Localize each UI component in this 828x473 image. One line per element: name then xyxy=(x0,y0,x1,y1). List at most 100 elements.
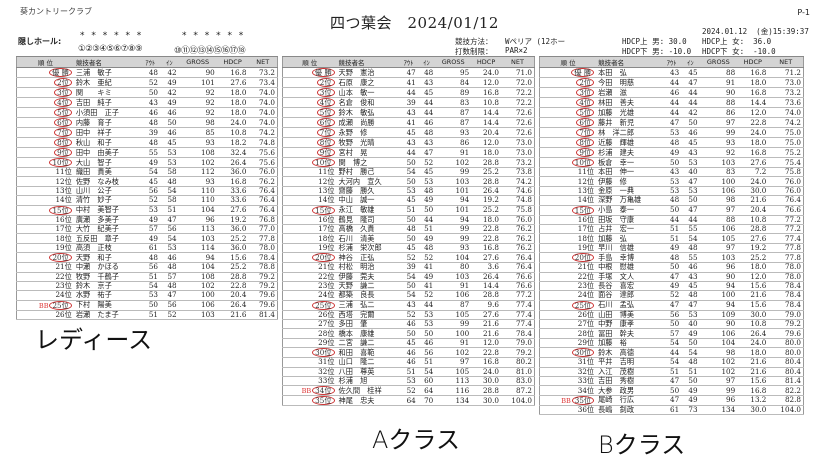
rank-label: 10位 xyxy=(312,158,335,167)
rank-label: 8位 xyxy=(576,138,595,147)
gross: 93 xyxy=(178,137,217,148)
net: 75.8 xyxy=(768,167,804,178)
in-score: 47 xyxy=(681,77,700,88)
player-name: 都築 良長 xyxy=(336,290,400,301)
in-score: 45 xyxy=(681,281,700,292)
out-score: 57 xyxy=(140,224,161,235)
rank-label: 10位 xyxy=(571,158,595,167)
rank: 14位 xyxy=(539,195,597,206)
in-score: 50 xyxy=(417,328,436,339)
out-score: 45 xyxy=(399,243,418,254)
rank: 26位 xyxy=(16,310,74,321)
table-row: 23位 天野 謙二 50 41 91 14.4 76.6 xyxy=(282,281,535,292)
hdcp: 27.6 xyxy=(737,157,769,168)
rank: BB 34位 xyxy=(282,385,337,397)
rank-label: 16位 xyxy=(318,214,335,224)
in-score: 54 xyxy=(160,233,179,244)
in-score: 53 xyxy=(160,243,179,254)
table-row: 5位 小須田 正子 46 46 92 18.0 74.0 xyxy=(16,107,278,118)
player-name: 三浦 敏子 xyxy=(73,67,141,78)
player-name: 大河内 宣久 xyxy=(336,176,400,187)
gross: 97 xyxy=(699,117,738,128)
player-name: 八田 尊英 xyxy=(336,367,400,378)
out-score: 52 xyxy=(399,310,418,321)
table-row: 36位 長嶋 釗政 61 73 134 30.0 104.0 xyxy=(539,405,804,416)
rank: 22位 xyxy=(539,271,597,282)
rank: 25位 xyxy=(539,300,597,311)
hdcp: 24.0 xyxy=(216,117,249,128)
hdcp: 18.0 xyxy=(471,147,501,158)
rank-label: 21位 xyxy=(318,262,335,272)
net: 71.2 xyxy=(768,67,804,78)
hdcp: 3.6 xyxy=(471,262,501,273)
rank: 26位 xyxy=(539,310,597,321)
gross: 103 xyxy=(435,176,472,187)
net: 74.0 xyxy=(768,107,804,118)
player-name: 岩瀬 たま子 xyxy=(73,310,141,321)
rank: 21位 xyxy=(539,262,597,273)
net: 73.0 xyxy=(500,147,535,158)
gross: 87 xyxy=(435,107,472,118)
gross: 94 xyxy=(699,281,738,292)
rank: 31位 xyxy=(539,357,597,368)
player-name: 牧野 光晴 xyxy=(336,137,400,148)
in-score: 48 xyxy=(417,186,436,197)
rank: 17位 xyxy=(282,224,337,235)
in-score: 48 xyxy=(417,67,436,78)
out-score: 47 xyxy=(661,117,682,128)
table-row: 18位 加藤 弘 51 54 105 27.6 77.4 xyxy=(539,233,804,244)
hdcp: 24.0 xyxy=(471,367,501,378)
rank-label: 28位 xyxy=(577,328,595,338)
results-table-ladies: 順 位競技者名 ｱｳﾄ ｲﾝ GROSS HDCP NET 優 勝三浦 敏子 48 42 90 16… xyxy=(16,56,278,321)
rank: 31位 xyxy=(282,357,337,368)
hdcp: 27.6 xyxy=(216,77,249,88)
player-name: 手塚 文人 xyxy=(596,272,662,282)
table-row: 19位 早川 信雄 49 48 97 19.2 77.8 xyxy=(539,243,804,254)
hdcp: 12.0 xyxy=(471,338,501,349)
rank-label: 34位 xyxy=(577,385,595,395)
gross: 98 xyxy=(178,117,217,128)
player-name: 天野 和子 xyxy=(73,252,141,264)
out-score: 51 xyxy=(399,367,418,378)
gross: 87 xyxy=(435,300,472,311)
hdcp: 20.4 xyxy=(216,290,249,301)
rank: 10位 xyxy=(16,157,74,168)
rank-label: 14位 xyxy=(577,195,595,205)
rank: 26位 xyxy=(282,310,337,321)
hdcp: 26.4 xyxy=(216,300,249,311)
hdcp: 15.6 xyxy=(737,300,769,311)
in-score: 54 xyxy=(681,233,700,244)
net: 75.6 xyxy=(248,147,278,158)
rank-label: 24位 xyxy=(577,290,595,300)
gross: 105 xyxy=(435,367,472,378)
rank: 優 勝 xyxy=(16,67,74,78)
player-name: 天野 謙二 xyxy=(336,281,400,292)
net: 76.6 xyxy=(500,281,535,292)
table-row: 17位 高橋 久貴 48 51 99 22.8 76.2 xyxy=(282,224,535,235)
table-row: 8位 秋山 和子 48 45 93 18.2 74.8 xyxy=(16,137,278,148)
rank: 12位 xyxy=(16,176,74,187)
rank-label: 22位 xyxy=(577,271,595,281)
player-name: 織田 貴美 xyxy=(73,167,141,178)
rank: 21位 xyxy=(282,262,337,273)
rank: 32位 xyxy=(282,367,337,378)
rank-label: 18位 xyxy=(55,233,72,243)
rank: 33位 xyxy=(282,376,337,387)
net: 76.2 xyxy=(500,224,535,235)
hdcp: 22.8 xyxy=(471,233,501,244)
gross: 91 xyxy=(435,147,472,158)
player-name: 天野 憲治 xyxy=(336,67,400,78)
player-name: 山口 隆二 xyxy=(336,357,400,368)
header-row: 順 位競技者名 ｱｳﾄ ｲﾝ GROSS HDCP NET xyxy=(16,56,278,68)
rank: 21位 xyxy=(16,262,74,273)
out-score: 44 xyxy=(399,87,418,98)
rank-label: 15位 xyxy=(312,205,335,215)
out-score: 39 xyxy=(399,262,418,273)
player-name: 近藤 輝雄 xyxy=(596,137,662,148)
rank: 8位 xyxy=(16,137,74,148)
hdcp: 25.2 xyxy=(471,167,501,178)
in-score: 42 xyxy=(681,107,700,118)
gross: 93 xyxy=(699,137,738,148)
player-name: 本田 伸一 xyxy=(596,167,662,178)
out-score: 54 xyxy=(661,338,682,349)
